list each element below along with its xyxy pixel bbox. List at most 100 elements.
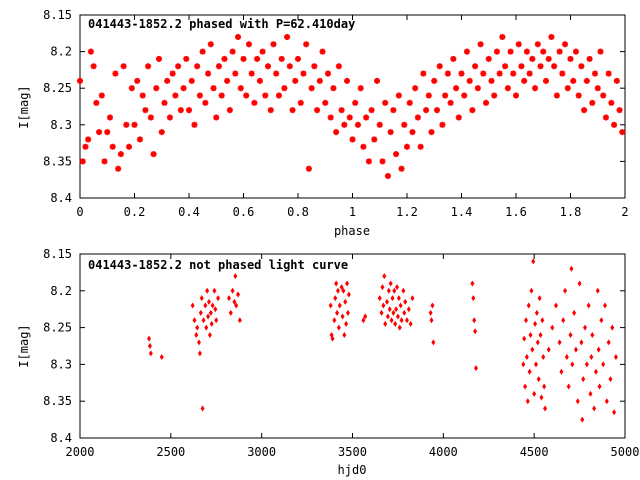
data-point <box>485 55 492 62</box>
data-point <box>529 55 536 62</box>
data-point <box>214 317 219 324</box>
data-point <box>431 339 436 346</box>
data-point <box>477 41 484 48</box>
data-point <box>382 99 389 106</box>
data-point <box>316 77 323 84</box>
data-point <box>469 107 476 114</box>
data-point <box>472 63 479 70</box>
data-point <box>344 320 349 327</box>
data-point <box>470 280 475 287</box>
data-point <box>428 309 433 316</box>
x-tick-label: 3500 <box>338 445 367 459</box>
data-point <box>564 85 571 92</box>
data-point <box>450 55 457 62</box>
data-point <box>570 361 575 368</box>
axis-ticks: 2000 2500 3000 3500 4000 4500 5000 8.15 8.2 8.25 8… <box>43 247 639 459</box>
data-point <box>341 287 346 294</box>
data-point <box>592 405 597 412</box>
data-point <box>561 317 566 324</box>
data-point <box>196 339 201 346</box>
data-point <box>553 92 560 99</box>
data-point <box>145 63 152 70</box>
data-point <box>248 70 255 77</box>
data-point <box>180 85 187 92</box>
data-point <box>551 63 558 70</box>
data-point <box>199 295 204 302</box>
data-point <box>379 158 386 165</box>
data-points <box>147 258 618 423</box>
data-point <box>499 33 506 40</box>
data-point <box>605 70 612 77</box>
data-point <box>228 309 233 316</box>
data-point <box>194 63 201 70</box>
data-point <box>562 41 569 48</box>
data-point <box>403 298 408 305</box>
data-point <box>529 287 534 294</box>
data-point <box>414 114 421 121</box>
data-point <box>339 284 344 291</box>
data-point <box>597 48 604 55</box>
data-point <box>337 302 342 309</box>
data-point <box>410 295 415 302</box>
data-point <box>431 77 438 84</box>
data-point <box>531 258 536 265</box>
data-point <box>545 55 552 62</box>
data-point <box>540 317 545 324</box>
data-point <box>584 361 589 368</box>
data-point <box>409 129 416 136</box>
data-point <box>236 291 241 298</box>
data-point <box>262 92 269 99</box>
data-point <box>380 284 385 291</box>
data-point <box>161 99 168 106</box>
data-point <box>275 92 282 99</box>
data-point <box>349 136 356 143</box>
data-point <box>619 129 626 136</box>
data-point <box>616 107 623 114</box>
data-point <box>390 107 397 114</box>
x-tick-label: 1 <box>349 205 356 219</box>
data-point <box>371 136 378 143</box>
data-point <box>120 63 127 70</box>
data-point <box>341 121 348 128</box>
data-point <box>398 165 405 172</box>
data-point <box>336 324 341 331</box>
data-point <box>77 77 83 84</box>
data-point <box>226 295 231 302</box>
data-point <box>209 320 214 327</box>
data-point <box>523 383 528 390</box>
data-point <box>455 114 462 121</box>
data-point <box>586 55 593 62</box>
data-point <box>215 63 222 70</box>
data-point <box>536 376 541 383</box>
data-point <box>213 114 220 121</box>
y-tick-label: 8.3 <box>50 357 72 371</box>
data-point <box>106 114 113 121</box>
data-point <box>281 85 288 92</box>
data-point <box>401 287 406 294</box>
data-point <box>566 383 571 390</box>
data-point <box>237 85 244 92</box>
data-point <box>572 309 577 316</box>
data-point <box>564 354 569 361</box>
data-point <box>534 309 539 316</box>
data-point <box>101 158 108 165</box>
data-point <box>115 165 122 172</box>
data-point <box>603 302 608 309</box>
data-point <box>200 405 205 412</box>
data-point <box>164 77 171 84</box>
data-point <box>557 339 562 346</box>
data-point <box>458 70 465 77</box>
data-point <box>240 55 247 62</box>
data-point <box>537 63 544 70</box>
data-point <box>208 309 213 316</box>
data-point <box>139 92 146 99</box>
data-point <box>580 416 585 423</box>
data-point <box>493 48 500 55</box>
data-point <box>429 317 434 324</box>
y-tick-label: 8.25 <box>43 321 72 335</box>
data-point <box>90 63 97 70</box>
data-point <box>589 354 594 361</box>
data-point <box>543 405 548 412</box>
data-point <box>388 280 393 287</box>
data-point <box>428 129 435 136</box>
